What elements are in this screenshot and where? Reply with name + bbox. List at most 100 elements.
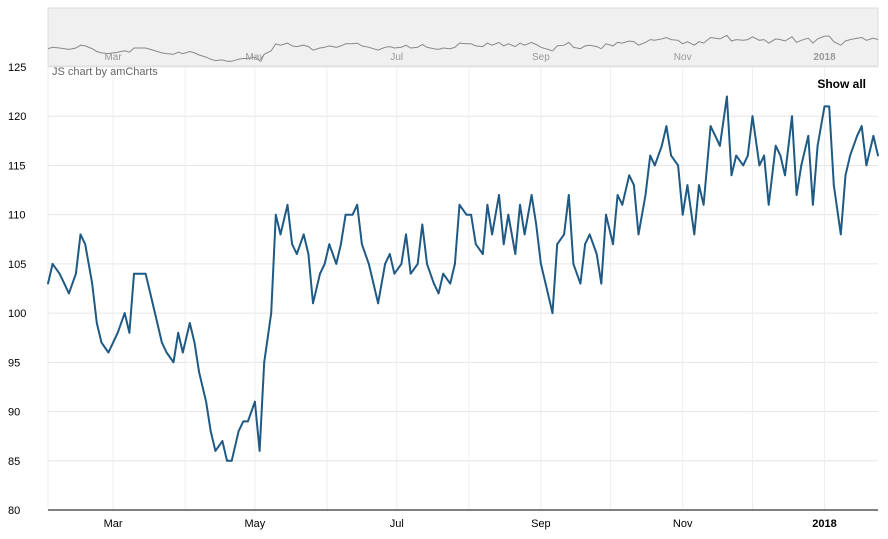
data-point — [519, 203, 521, 206]
data-point — [344, 213, 347, 216]
data-point — [856, 135, 858, 137]
scrollbar-tick-label: May — [245, 52, 264, 63]
data-point — [839, 233, 842, 236]
data-point — [198, 371, 201, 374]
data-point — [367, 263, 370, 265]
data-point — [47, 282, 49, 285]
data-point — [767, 203, 770, 206]
data-point — [51, 263, 54, 265]
data-point — [144, 272, 147, 275]
data-point — [677, 164, 679, 167]
data-point — [530, 194, 533, 196]
data-point — [393, 272, 396, 275]
y-tick-label: 115 — [8, 160, 26, 172]
data-point — [188, 322, 191, 324]
axes: 80 85 90 95 100 105 110 115 120 125 Mar May Jul Sep No… — [8, 62, 878, 530]
data-point — [209, 430, 212, 433]
data-point — [616, 194, 619, 196]
data-point — [686, 184, 689, 187]
data-point — [832, 184, 835, 187]
y-tick-label: 100 — [8, 308, 26, 320]
data-point — [828, 105, 831, 108]
data-point — [633, 184, 635, 187]
scrollbar-tick-label: Mar — [104, 52, 122, 63]
data-point — [384, 263, 386, 265]
data-point — [681, 213, 684, 216]
data-point — [547, 292, 549, 295]
data-point — [100, 341, 103, 344]
data-point — [709, 125, 712, 127]
data-point — [437, 292, 440, 295]
chart-credit[interactable]: JS chart by amCharts — [52, 66, 158, 78]
data-point — [474, 243, 477, 246]
y-tick-label: 110 — [8, 210, 26, 222]
data-point — [746, 154, 749, 157]
y-tick-label: 80 — [8, 505, 20, 517]
data-point — [133, 272, 135, 275]
data-point — [230, 459, 233, 462]
data-point — [730, 174, 733, 177]
data-point — [844, 174, 847, 177]
data-point — [758, 164, 761, 167]
data-point — [123, 312, 126, 314]
data-point — [567, 194, 570, 196]
data-point — [860, 125, 863, 127]
data-point — [698, 184, 700, 187]
data-point — [372, 282, 375, 285]
data-point — [307, 253, 310, 255]
data-point — [237, 430, 240, 433]
data-point — [556, 243, 559, 246]
data-point — [714, 135, 717, 137]
data-point — [214, 450, 217, 452]
data-point — [486, 203, 489, 206]
data-point — [812, 203, 814, 206]
data-point — [791, 115, 793, 118]
data-point — [872, 135, 875, 137]
data-point — [172, 361, 175, 364]
data-point — [621, 203, 624, 206]
data-point — [726, 95, 728, 98]
data-point — [795, 194, 798, 196]
x-tick-label: Jul — [390, 518, 404, 530]
data-point — [405, 233, 407, 236]
data-point — [312, 302, 314, 305]
scrollbar[interactable]: Mar May Jul Sep Nov 2018 — [47, 7, 879, 67]
data-point — [258, 450, 261, 452]
data-point — [84, 243, 87, 246]
data-point — [279, 233, 282, 236]
data-point — [600, 282, 603, 285]
scrollbar-background[interactable] — [47, 7, 879, 67]
scrollbar-tick-label: 2018 — [813, 52, 836, 63]
data-point — [693, 233, 696, 236]
data-point — [877, 154, 879, 157]
data-point — [302, 233, 305, 236]
data-point — [491, 233, 493, 236]
series-line — [47, 95, 879, 462]
data-point — [535, 223, 538, 226]
data-point — [340, 243, 342, 246]
data-point — [140, 272, 142, 275]
data-point — [356, 203, 359, 206]
y-tick-label: 125 — [8, 62, 26, 74]
data-point — [572, 263, 575, 265]
data-point — [107, 351, 110, 354]
data-point — [426, 263, 428, 265]
data-point — [458, 203, 461, 206]
show-all-button[interactable]: Show all — [817, 77, 866, 91]
data-point — [816, 144, 819, 147]
x-tick-label: Mar — [104, 518, 123, 530]
data-point — [481, 253, 484, 255]
data-point — [91, 282, 94, 285]
data-point — [58, 272, 61, 275]
data-point — [388, 253, 391, 255]
data-point — [254, 400, 256, 403]
data-point — [823, 105, 826, 108]
data-point — [649, 154, 652, 157]
data-point — [670, 154, 672, 157]
data-point — [165, 351, 168, 354]
grid-lines — [47, 66, 878, 510]
data-point — [584, 243, 586, 246]
data-point — [433, 282, 435, 285]
data-point — [75, 272, 77, 275]
